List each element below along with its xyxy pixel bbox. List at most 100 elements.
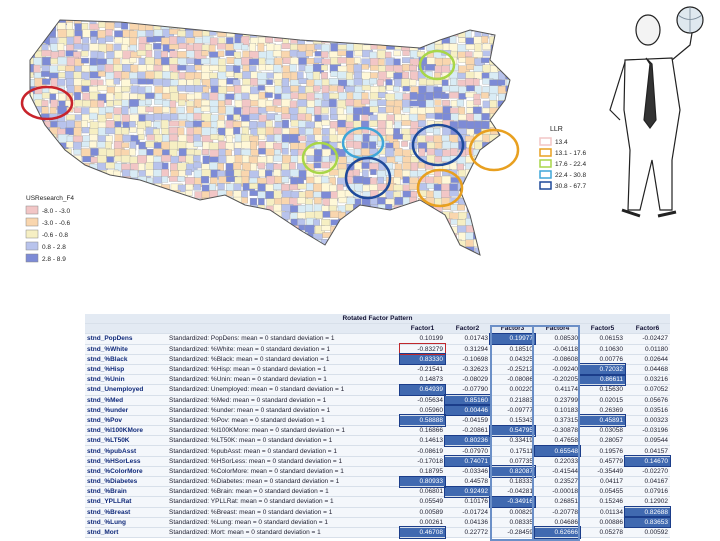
county bbox=[353, 246, 363, 254]
county bbox=[185, 232, 195, 242]
county bbox=[114, 203, 127, 210]
county bbox=[121, 253, 129, 255]
county bbox=[161, 128, 169, 135]
county bbox=[409, 225, 418, 234]
county bbox=[361, 98, 370, 105]
county bbox=[289, 169, 300, 177]
county bbox=[185, 169, 192, 176]
county bbox=[418, 218, 430, 228]
county bbox=[90, 156, 99, 163]
variable-name: stnd_%Hisp bbox=[85, 364, 167, 376]
county bbox=[434, 142, 443, 149]
county bbox=[274, 20, 283, 24]
county bbox=[433, 128, 441, 135]
county bbox=[394, 29, 407, 37]
county bbox=[265, 191, 275, 199]
variable-name: stnd_%Unin bbox=[85, 374, 167, 386]
county bbox=[33, 149, 43, 158]
loading-cell: 0.72032 bbox=[579, 363, 626, 376]
county bbox=[74, 254, 83, 255]
county bbox=[105, 127, 117, 135]
county bbox=[450, 148, 458, 157]
county bbox=[225, 99, 232, 106]
county bbox=[209, 92, 219, 102]
county bbox=[515, 23, 524, 32]
county bbox=[409, 233, 422, 244]
county bbox=[161, 176, 169, 183]
county bbox=[241, 44, 249, 51]
county bbox=[30, 135, 33, 144]
loading-cell: 0.10630 bbox=[580, 344, 625, 355]
table-row: stnd_%Lung Standardized: %Lung: mean = 0 … bbox=[85, 516, 671, 529]
county bbox=[425, 22, 433, 29]
variable-label: Standardized: %Pov: mean = 0 standard de… bbox=[167, 415, 400, 427]
loading-cell: 0.41174 bbox=[535, 384, 580, 396]
county bbox=[305, 198, 313, 206]
loading-cell: -0.30878 bbox=[535, 425, 580, 437]
county bbox=[89, 253, 98, 255]
county bbox=[201, 252, 213, 255]
variable-label: Standardized: %Black: mean = 0 standard … bbox=[167, 354, 400, 365]
county bbox=[506, 238, 510, 248]
county bbox=[497, 155, 505, 165]
county bbox=[194, 218, 203, 227]
county bbox=[354, 22, 363, 33]
county bbox=[250, 149, 260, 156]
county bbox=[121, 22, 129, 30]
loading-cell: 0.04117 bbox=[580, 476, 625, 488]
cluster-circle bbox=[416, 168, 464, 208]
county bbox=[233, 20, 244, 21]
county bbox=[248, 212, 256, 221]
county bbox=[490, 156, 502, 165]
county bbox=[514, 45, 520, 55]
county bbox=[186, 218, 198, 226]
county bbox=[434, 72, 441, 78]
county bbox=[402, 162, 412, 170]
county bbox=[169, 240, 180, 250]
loading-cell: 0.15630 bbox=[580, 384, 625, 396]
county bbox=[313, 85, 321, 92]
county bbox=[233, 183, 242, 191]
county bbox=[441, 247, 452, 255]
county bbox=[329, 22, 338, 33]
county bbox=[472, 106, 482, 115]
county bbox=[58, 155, 69, 164]
county bbox=[90, 148, 99, 156]
county bbox=[89, 246, 97, 255]
county bbox=[250, 231, 260, 242]
county bbox=[74, 169, 83, 179]
county bbox=[417, 204, 427, 212]
county bbox=[82, 240, 90, 249]
county bbox=[33, 184, 44, 191]
county bbox=[145, 57, 155, 66]
county bbox=[146, 204, 156, 213]
county bbox=[154, 50, 162, 60]
county bbox=[73, 225, 85, 236]
county bbox=[258, 210, 266, 218]
county bbox=[201, 225, 213, 233]
county bbox=[201, 20, 209, 22]
county bbox=[353, 239, 361, 245]
county bbox=[72, 219, 82, 226]
loading-cell: 0.14873 bbox=[400, 374, 445, 386]
county bbox=[169, 100, 177, 108]
column-header: Factor6 bbox=[625, 323, 670, 335]
county bbox=[193, 155, 201, 162]
county bbox=[202, 23, 215, 30]
loading-cell: 0.62666 bbox=[534, 526, 581, 539]
loading-cell: -0.20778 bbox=[535, 507, 580, 518]
county bbox=[138, 198, 147, 207]
county bbox=[232, 162, 242, 170]
county bbox=[314, 23, 327, 34]
county bbox=[377, 79, 384, 86]
county bbox=[33, 22, 43, 31]
county bbox=[242, 23, 251, 30]
county bbox=[401, 252, 414, 255]
county bbox=[297, 218, 306, 226]
county bbox=[129, 205, 137, 214]
county bbox=[106, 204, 115, 212]
county bbox=[81, 184, 92, 195]
loading-cell: -0.08619 bbox=[400, 445, 445, 457]
county bbox=[393, 177, 401, 185]
county bbox=[153, 20, 163, 22]
